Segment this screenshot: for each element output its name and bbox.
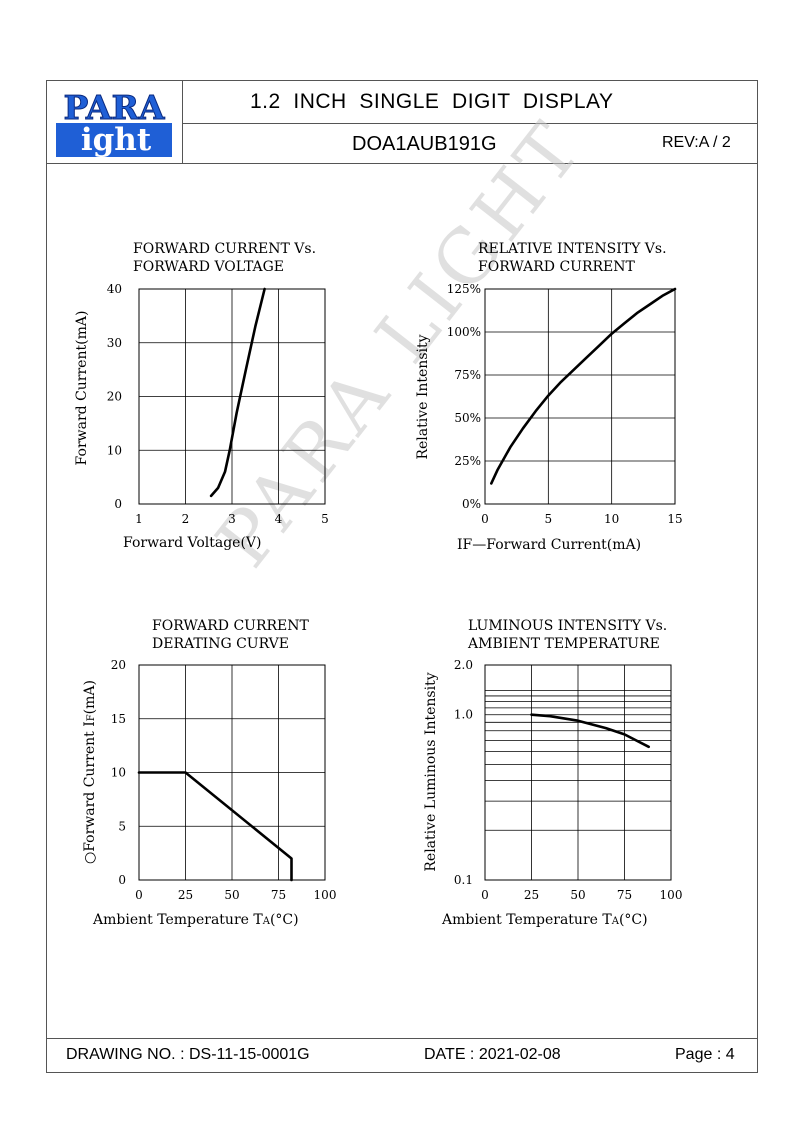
chart-title-line: FORWARD CURRENT	[478, 259, 636, 275]
x-tick-label: 5	[545, 512, 553, 526]
series-line	[209, 287, 266, 498]
x-tick-label: 75	[617, 888, 632, 902]
x-axis-label: Ambient Temperature TA(°C)	[441, 912, 648, 928]
y-axis-label-part: F	[86, 714, 97, 721]
page-number: Page : 4	[675, 1046, 735, 1063]
y-tick-label: 1.0	[454, 708, 473, 722]
revision: REV:A / 2	[662, 134, 731, 151]
logo-para: PARA	[56, 89, 172, 123]
logo-divider	[182, 80, 183, 163]
y-tick-label: 0.1	[454, 873, 473, 887]
series-line	[489, 287, 677, 485]
y-tick-label: 0	[114, 497, 122, 511]
y-tick-label: 10	[107, 443, 122, 457]
x-axis-label: Ambient Temperature TA(°C)	[92, 912, 299, 928]
y-tick-label: 75%	[454, 368, 481, 382]
x-axis-label-part: (°C)	[270, 912, 299, 928]
page-title: 1.2 INCH SINGLE DIGIT DISPLAY	[250, 90, 614, 113]
y-axis-label: Relative Intensity	[415, 334, 431, 459]
y-tick-label: 40	[107, 282, 122, 296]
x-tick-label: 0	[481, 512, 489, 526]
x-axis-label-part: Ambient Temperature T	[92, 912, 263, 928]
x-axis-label-part: Ambient Temperature T	[441, 912, 612, 928]
y-axis-label-part: Forward Current(mA)	[74, 311, 90, 466]
y-axis-label-part: Relative Luminous Intensity	[423, 672, 439, 871]
y-tick-label: 0	[118, 873, 126, 887]
x-tick-label: 50	[224, 888, 239, 902]
header-divider	[46, 163, 758, 164]
y-tick-label: 0%	[462, 497, 481, 511]
x-tick-label: 10	[604, 512, 619, 526]
x-tick-label: 5	[321, 512, 329, 526]
plot-frame	[484, 288, 676, 505]
chart-4: LUMINOUS INTENSITY Vs. AMBIENT TEMPERATUR…	[423, 618, 682, 928]
y-tick-label: 2.0	[454, 658, 473, 672]
y-axis-label: Relative Luminous Intensity	[423, 672, 439, 871]
y-axis-label-part: (mA)	[82, 680, 98, 714]
chart-title-line: FORWARD VOLTAGE	[133, 259, 284, 275]
title-divider	[182, 123, 758, 124]
chart-title-line: DERATING CURVE	[152, 636, 289, 652]
chart-2: RELATIVE INTENSITY Vs. FORWARD CURRENT 0 5 1…	[415, 241, 683, 553]
x-axis-label-part: (°C)	[619, 912, 648, 928]
y-tick-label: 20	[111, 658, 126, 672]
chart-1: FORWARD CURRENT Vs. FORWARD VOLTAGE 1 2 3 4 5 0…	[74, 241, 329, 551]
y-tick-label: 20	[107, 390, 122, 404]
x-tick-label: 3	[228, 512, 236, 526]
chart-title-line: FORWARD CURRENT Vs.	[133, 241, 316, 257]
y-tick-label: 10	[111, 766, 126, 780]
page-frame	[46, 80, 758, 1073]
y-axis-label: ○Forward Current IF(mA)	[82, 680, 98, 864]
y-tick-label: 25%	[454, 454, 481, 468]
x-axis-label: IF—Forward Current(mA)	[457, 537, 641, 553]
x-axis-label-part: A	[262, 916, 271, 927]
x-axis-label-part: A	[611, 916, 620, 927]
x-axis-label-part: —Forward Current(mA)	[472, 537, 641, 553]
x-tick-label: 15	[667, 512, 682, 526]
chart-title-line: LUMINOUS INTENSITY Vs.	[468, 618, 667, 634]
part-number: DOA1AUB191G	[352, 133, 497, 155]
x-tick-label: 50	[570, 888, 585, 902]
x-tick-label: 0	[135, 888, 143, 902]
chart-title-line: RELATIVE INTENSITY Vs.	[478, 241, 667, 257]
y-axis-label-part: ○Forward Current I	[82, 721, 98, 864]
x-tick-label: 25	[178, 888, 193, 902]
drawing-date: DATE : 2021-02-08	[424, 1046, 561, 1063]
x-tick-label: 100	[314, 888, 337, 902]
x-tick-label: 0	[481, 888, 489, 902]
x-tick-label: 1	[135, 512, 143, 526]
y-tick-label: 5	[118, 819, 126, 833]
y-tick-label: 125%	[447, 282, 481, 296]
logo-top-text: PARA	[63, 89, 164, 123]
logo-bottom-text: ight	[81, 123, 152, 157]
series-line	[137, 771, 293, 882]
x-tick-label: 25	[524, 888, 539, 902]
x-tick-label: 75	[271, 888, 286, 902]
drawing-number: DRAWING NO. : DS-11-15-0001G	[66, 1046, 310, 1063]
series-line	[530, 713, 651, 749]
x-axis-label-part: IF	[457, 537, 473, 553]
y-tick-label: 30	[107, 336, 122, 350]
x-axis-label-part: Forward Voltage(V)	[123, 535, 262, 551]
logo-light: ight	[56, 123, 172, 157]
footer-divider	[46, 1038, 758, 1039]
y-tick-label: 15	[111, 712, 126, 726]
y-axis-label: Forward Current(mA)	[74, 311, 90, 466]
x-tick-label: 100	[660, 888, 683, 902]
chart-title-line: AMBIENT TEMPERATURE	[467, 636, 660, 652]
chart-title-line: FORWARD CURRENT	[152, 618, 310, 634]
x-tick-label: 4	[275, 512, 283, 526]
y-axis-label-part: Relative Intensity	[415, 334, 431, 459]
chart-3: FORWARD CURRENT DERATING CURVE 0 25 50 75 100 0…	[82, 618, 336, 928]
x-axis-label: Forward Voltage(V)	[123, 535, 262, 551]
y-tick-label: 100%	[447, 325, 481, 339]
x-tick-label: 2	[182, 512, 190, 526]
y-tick-label: 50%	[454, 411, 481, 425]
